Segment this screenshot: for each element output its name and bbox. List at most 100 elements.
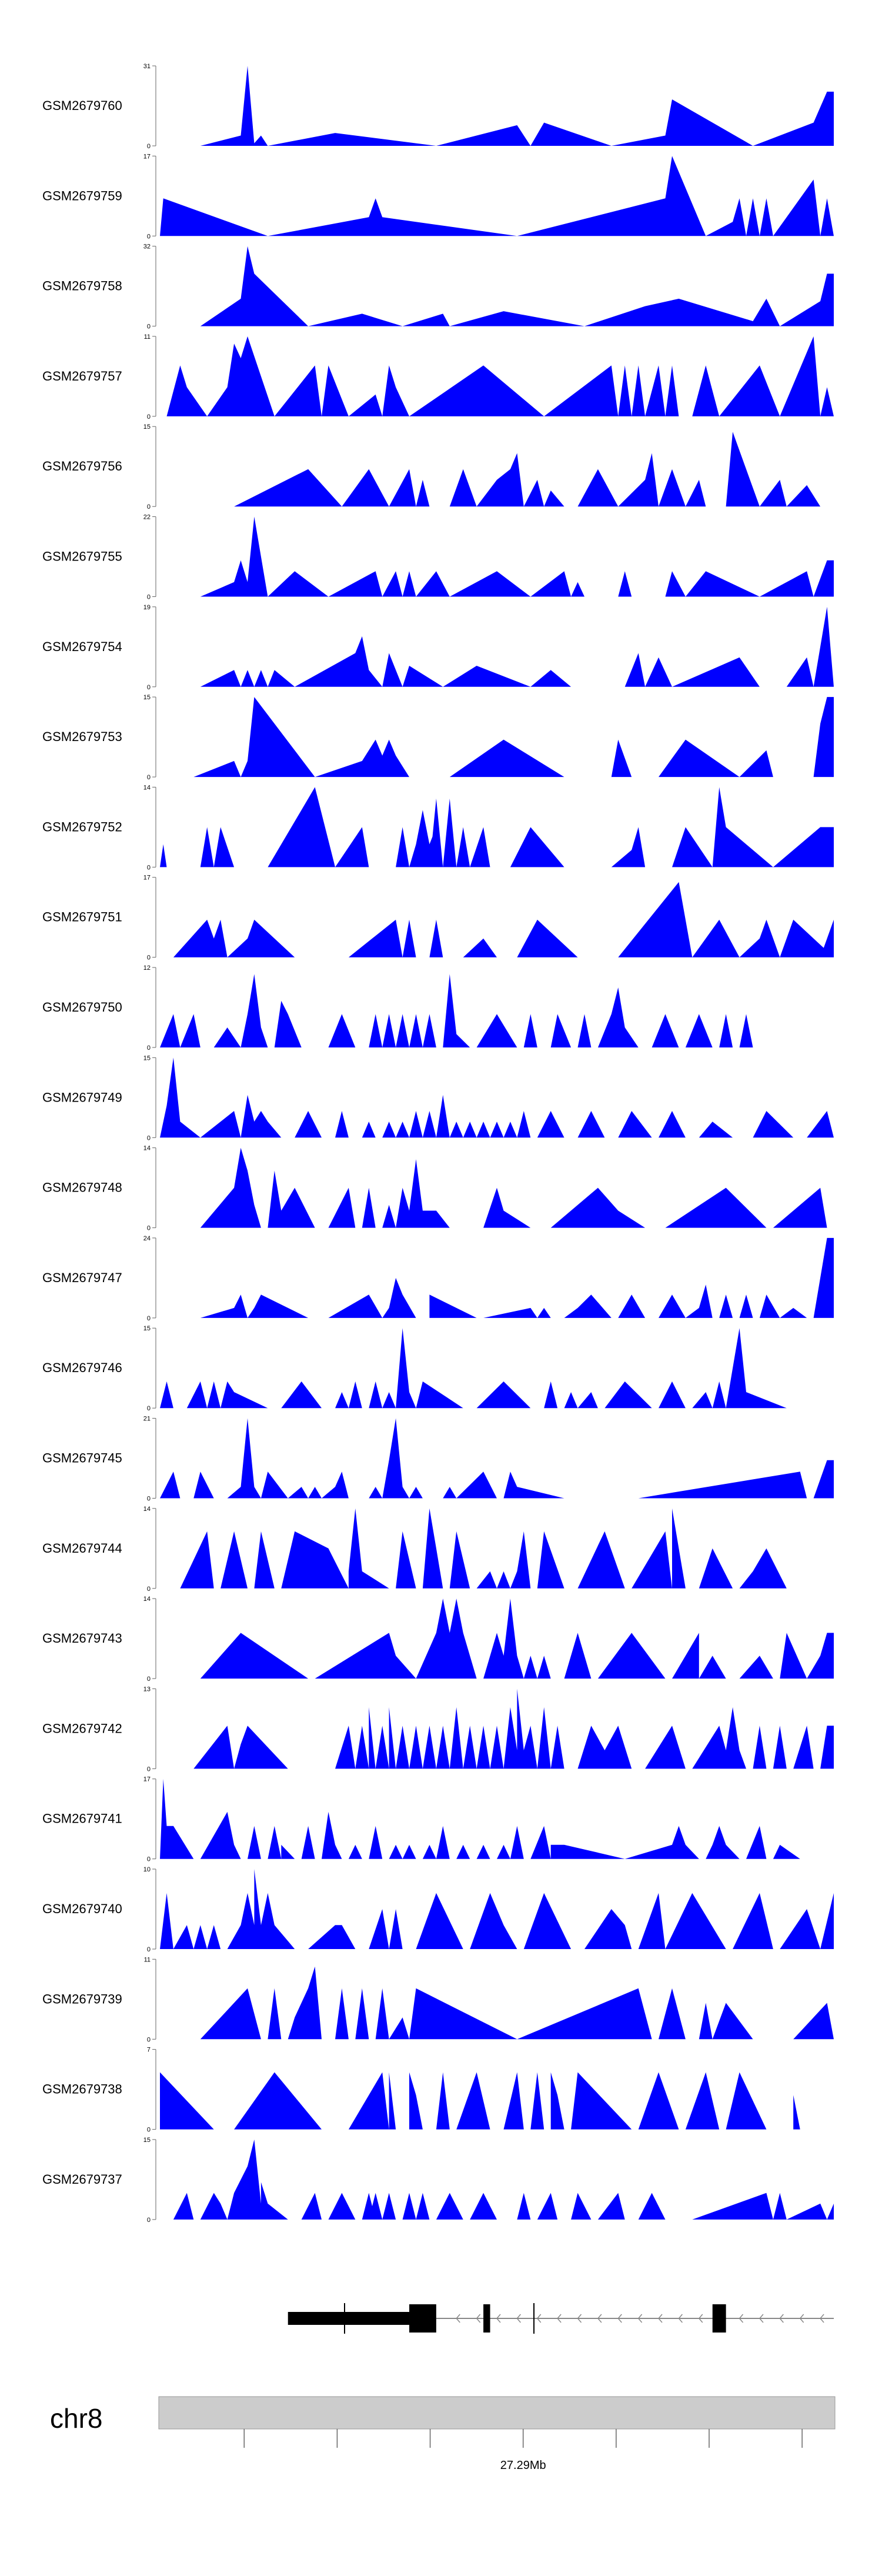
track-label: GSM2679754 <box>42 639 122 654</box>
exon-block <box>288 2312 410 2325</box>
y-tick-label-zero: 0 <box>147 1766 151 1773</box>
track-label: GSM2679750 <box>42 1000 122 1015</box>
track-GSM2679751: GSM2679751 17 0 <box>42 875 834 962</box>
y-tick-label-zero: 0 <box>147 594 151 601</box>
track-GSM2679753: GSM2679753 15 0 <box>42 694 834 781</box>
coverage-area <box>193 697 834 778</box>
strand-arrow <box>597 2314 602 2323</box>
y-tick-label-max: 21 <box>143 1416 151 1423</box>
gene-model-track <box>288 2303 834 2334</box>
track-label: GSM2679741 <box>42 1811 122 1826</box>
coverage-area <box>173 882 834 957</box>
y-tick-label-max: 17 <box>143 875 151 882</box>
track-label: GSM2679759 <box>42 188 122 203</box>
coverage-area <box>173 2139 834 2220</box>
track-label: GSM2679747 <box>42 1270 122 1285</box>
y-tick-label-zero: 0 <box>147 1586 151 1593</box>
coverage-area <box>166 336 834 416</box>
coverage-area <box>160 1778 800 1859</box>
exon-block <box>409 2304 436 2333</box>
y-tick-label-zero: 0 <box>147 1946 151 1953</box>
y-tick-label-max: 11 <box>144 1956 151 1963</box>
strand-arrow <box>678 2314 683 2323</box>
y-tick-label-zero: 0 <box>147 1225 151 1232</box>
track-GSM2679741: GSM2679741 17 0 <box>42 1776 800 1863</box>
track-GSM2679748: GSM2679748 14 0 <box>42 1145 827 1232</box>
track-GSM2679757: GSM2679757 11 0 <box>42 333 834 421</box>
y-tick-label-max: 17 <box>143 1776 151 1783</box>
y-tick-label-max: 15 <box>143 694 151 701</box>
y-tick-label-zero: 0 <box>147 503 151 510</box>
coverage-area <box>193 1689 834 1769</box>
track-label: GSM2679738 <box>42 2082 122 2097</box>
y-tick-label-max: 31 <box>143 63 151 70</box>
strand-arrow <box>698 2314 703 2323</box>
strand-arrow <box>456 2314 460 2323</box>
coverage-area <box>200 516 834 597</box>
coverage-area <box>200 606 834 687</box>
track-GSM2679749: GSM2679749 15 0 <box>42 1055 834 1142</box>
y-tick-label-max: 10 <box>143 1866 151 1873</box>
coverage-area <box>200 1237 834 1318</box>
track-label: GSM2679744 <box>42 1541 122 1556</box>
track-GSM2679737: GSM2679737 15 0 <box>42 2137 834 2224</box>
y-tick-label-zero: 0 <box>147 774 151 781</box>
coverage-area <box>200 66 834 146</box>
coverage-area <box>160 2072 834 2130</box>
track-label: GSM2679748 <box>42 1180 122 1195</box>
track-label: GSM2679737 <box>42 2172 122 2187</box>
track-label: GSM2679745 <box>42 1451 122 1466</box>
track-label: GSM2679749 <box>42 1090 122 1105</box>
strand-arrow <box>617 2314 622 2323</box>
strand-arrow <box>658 2314 663 2323</box>
strand-arrow <box>516 2314 521 2323</box>
y-tick-label-zero: 0 <box>147 1496 151 1503</box>
coverage-area <box>180 1508 787 1589</box>
coverage-area <box>160 974 787 1047</box>
axis-position-label: 27.29Mb <box>500 2459 546 2472</box>
y-tick-label-max: 24 <box>143 1235 151 1242</box>
y-tick-label-zero: 0 <box>147 955 151 962</box>
strand-arrow <box>779 2314 784 2323</box>
y-tick-label-zero: 0 <box>147 1676 151 1683</box>
y-tick-label-max: 14 <box>143 1596 151 1603</box>
track-label: GSM2679755 <box>42 549 122 564</box>
y-tick-label-zero: 0 <box>147 1045 151 1052</box>
track-label: GSM2679758 <box>42 279 122 293</box>
track-GSM2679742: GSM2679742 13 0 <box>42 1686 834 1773</box>
coverage-area <box>160 787 834 867</box>
track-GSM2679756: GSM2679756 15 0 <box>42 423 834 510</box>
y-tick-label-max: 14 <box>143 784 151 791</box>
coverage-area <box>200 1147 827 1228</box>
y-tick-label-zero: 0 <box>147 323 151 331</box>
track-label: GSM2679753 <box>42 729 122 744</box>
track-GSM2679760: GSM2679760 31 0 <box>42 63 834 150</box>
y-tick-label-max: 15 <box>143 423 151 431</box>
y-tick-label-zero: 0 <box>147 1856 151 1863</box>
strand-arrow <box>496 2314 501 2323</box>
track-GSM2679754: GSM2679754 19 0 <box>42 604 834 691</box>
y-tick-label-zero: 0 <box>147 1405 151 1412</box>
track-GSM2679745: GSM2679745 21 0 <box>42 1416 834 1503</box>
chromosome-ideogram <box>158 2396 836 2430</box>
strand-arrow <box>557 2314 562 2323</box>
y-tick-label-max: 11 <box>144 333 151 341</box>
genome-axis: chr8 27.29Mb <box>50 2396 836 2472</box>
exon-block <box>483 2304 490 2333</box>
coverage-area <box>200 246 834 326</box>
coverage-area <box>160 156 834 236</box>
track-GSM2679739: GSM2679739 11 0 <box>42 1956 834 2043</box>
strand-arrow <box>476 2314 481 2323</box>
strand-arrow <box>759 2314 764 2323</box>
y-tick-label-zero: 0 <box>147 684 151 691</box>
coverage-area <box>200 1966 834 2040</box>
y-tick-label-max: 15 <box>143 1325 151 1332</box>
track-GSM2679752: GSM2679752 14 0 <box>42 784 834 871</box>
coverage-area <box>234 432 834 507</box>
strand-arrow <box>577 2314 582 2323</box>
strand-arrow <box>536 2314 542 2323</box>
track-GSM2679759: GSM2679759 17 0 <box>42 153 834 240</box>
y-tick-label-max: 12 <box>143 965 151 972</box>
track-label: GSM2679752 <box>42 819 122 834</box>
